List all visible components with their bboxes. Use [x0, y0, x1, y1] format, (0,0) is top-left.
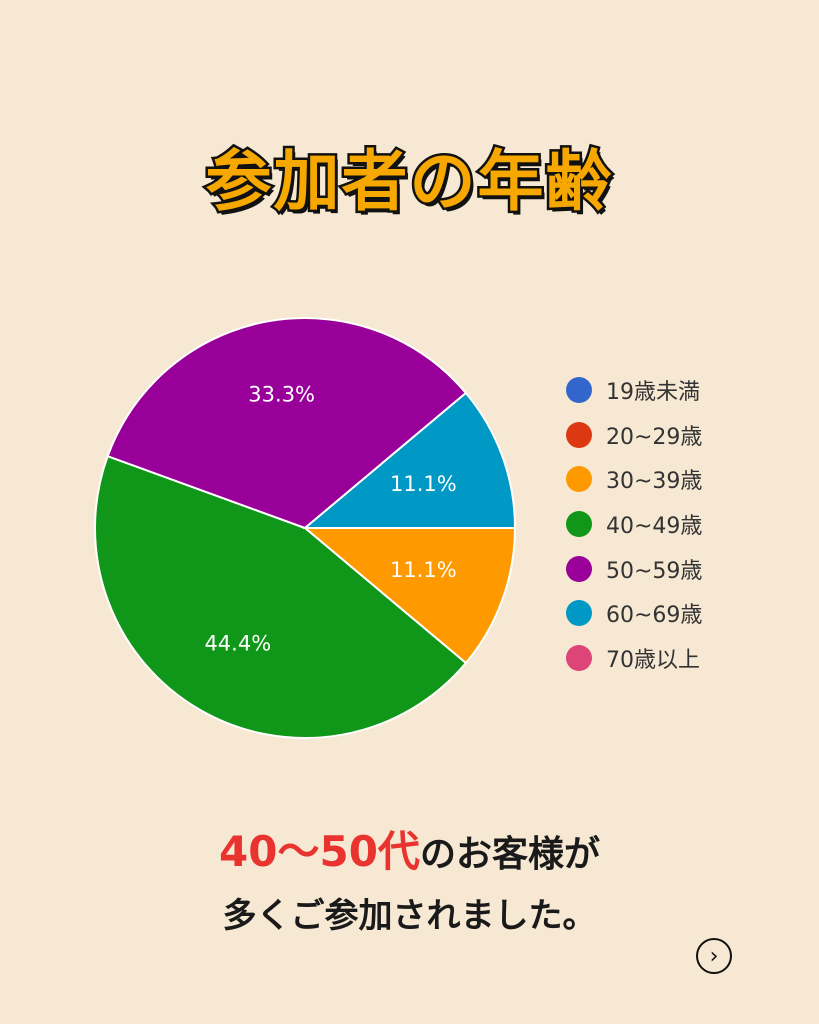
legend-item: 70歳以上	[566, 636, 702, 681]
pie-data-label-1: 44.4%	[204, 631, 271, 655]
legend-label: 60~69歳	[606, 603, 703, 629]
page-title: 参加者の年齢	[203, 141, 614, 223]
legend-item: 20~29歳	[566, 413, 702, 458]
legend-item: 60~69歳	[566, 591, 702, 636]
pie-slice-0	[302, 527, 517, 665]
caption-line-1-rest: のお客様が	[419, 834, 600, 875]
legend-item: 30~39歳	[566, 457, 702, 502]
legend-swatch	[566, 421, 592, 448]
pie-slice-3	[302, 391, 517, 529]
legend-item: 19歳未満	[566, 368, 702, 413]
pie-slice-2	[106, 317, 468, 530]
legend-label: 50~59歳	[606, 558, 703, 584]
pie-data-label-0: 11.1%	[390, 558, 457, 582]
legend-label: 30~39歳	[606, 469, 703, 495]
pie-chart: 11.1% 44.4% 33.3% 11.1%	[94, 317, 517, 739]
caption-line-2: 多くご参加されました。	[222, 896, 597, 936]
pie-slice-1	[94, 454, 468, 739]
legend-swatch	[566, 377, 592, 404]
pie-data-label-3: 11.1%	[390, 472, 457, 496]
caption-line-1: 40〜50代のお客様が	[0, 818, 819, 879]
legend-swatch	[566, 600, 592, 627]
legend-swatch	[566, 466, 592, 493]
legend-item: 50~59歳	[566, 546, 702, 591]
legend-label: 20~29歳	[606, 424, 703, 450]
next-button[interactable]: ›	[696, 938, 732, 974]
chevron-right-icon: ›	[709, 943, 719, 969]
legend-swatch	[566, 511, 592, 538]
legend-item: 40~49歳	[566, 502, 702, 547]
caption-highlight: 40〜50代	[219, 827, 420, 876]
legend-label: 70歳以上	[606, 647, 700, 673]
legend-swatch	[566, 555, 592, 582]
legend-label: 40~49歳	[606, 514, 703, 540]
pie-data-label-2: 33.3%	[248, 383, 315, 407]
legend-label: 19歳未満	[606, 380, 700, 406]
legend-swatch	[566, 644, 592, 671]
chart-legend: 19歳未満 20~29歳 30~39歳 40~49歳 50~59歳 60~69歳 70歳以上	[566, 368, 702, 680]
